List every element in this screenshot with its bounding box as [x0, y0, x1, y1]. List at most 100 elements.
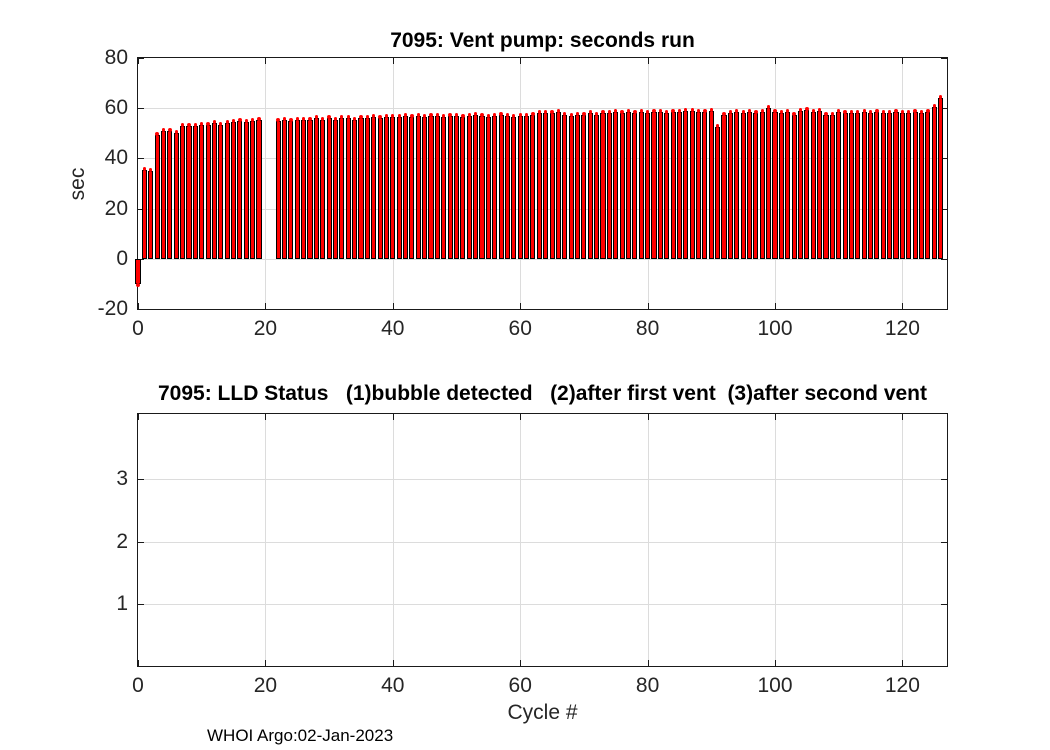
- bar: [275, 120, 281, 259]
- bar: [918, 113, 925, 259]
- bar: [453, 115, 460, 259]
- bar-value-marker: [690, 107, 694, 112]
- bar-value-marker: [531, 111, 535, 116]
- bar: [301, 119, 307, 259]
- bar: [326, 118, 332, 259]
- bar-value-marker: [372, 114, 376, 118]
- x-tick-mark: [138, 303, 139, 309]
- bar: [702, 112, 708, 259]
- vertical-gridline: [392, 414, 394, 666]
- bar: [817, 110, 823, 259]
- bar: [887, 113, 893, 259]
- bar: [772, 112, 778, 259]
- bar: [842, 113, 848, 259]
- bar: [281, 119, 288, 259]
- x-tick-mark-top: [647, 58, 649, 64]
- bar: [231, 122, 237, 259]
- y-tick-mark-right: [941, 479, 947, 481]
- bar: [358, 118, 364, 259]
- bar-value-marker: [824, 111, 828, 116]
- x-tick-label: 120: [884, 674, 920, 697]
- x-tick-label: 40: [381, 317, 405, 340]
- bar: [899, 113, 905, 259]
- vertical-gridline: [520, 414, 522, 666]
- vent-pump-bar-plot: 0 20 40 60 80 100 120 -20 0 20 40 60 80: [98, 47, 948, 340]
- x-tick-label: 80: [635, 317, 660, 340]
- bar-value-marker: [716, 124, 720, 128]
- bar-value-marker: [295, 116, 299, 121]
- bar-value-marker: [817, 107, 822, 112]
- bar-value-marker: [321, 116, 325, 121]
- bar-value-marker: [308, 116, 312, 121]
- y-tick-label: 2: [116, 529, 128, 553]
- bar-value-marker: [410, 114, 414, 118]
- bar-value-marker: [563, 111, 567, 116]
- horizontal-gridline: [138, 479, 947, 481]
- bar: [874, 112, 880, 259]
- y-tick-mark: [138, 258, 144, 260]
- y-tick-mark: [138, 208, 144, 210]
- bar: [645, 113, 651, 259]
- bar-value-marker: [149, 167, 153, 172]
- bar-value-marker: [136, 282, 140, 287]
- bar: [492, 115, 498, 259]
- x-tick-mark: [392, 660, 394, 666]
- bar: [727, 113, 733, 259]
- x-tick-mark-top: [265, 58, 267, 64]
- bar: [581, 114, 587, 259]
- bar: [606, 113, 612, 259]
- bar-value-marker: [728, 110, 733, 115]
- x-tick-mark-top: [775, 58, 776, 64]
- bar-value-marker: [919, 110, 924, 115]
- bar-value-marker: [384, 114, 389, 118]
- bar-value-marker: [206, 121, 210, 126]
- bar: [664, 113, 670, 259]
- bar: [237, 120, 243, 259]
- bar: [250, 120, 256, 259]
- bar: [288, 120, 294, 259]
- bar-value-marker: [837, 109, 841, 113]
- y-tick-label: 3: [116, 467, 128, 491]
- bar-value-marker: [550, 110, 554, 115]
- bar: [141, 169, 147, 259]
- horizontal-gridline: [138, 158, 947, 160]
- x-tick-mark-top: [902, 414, 904, 420]
- bar: [759, 112, 765, 259]
- bar: [848, 113, 854, 259]
- bar-value-marker: [512, 114, 516, 118]
- bar-value-marker: [703, 109, 707, 113]
- x-tick-label: 20: [253, 674, 278, 697]
- bar-value-marker: [480, 112, 484, 117]
- bar-value-marker: [467, 112, 471, 117]
- bar: [734, 112, 740, 259]
- bar-value-marker: [677, 109, 682, 113]
- bar-value-marker: [875, 109, 879, 113]
- x-tick-mark: [265, 303, 267, 309]
- bar-value-marker: [843, 110, 847, 115]
- y-tick-label: 40: [104, 146, 128, 170]
- bar-value-marker: [174, 130, 178, 135]
- bar-value-marker: [187, 122, 191, 127]
- y-tick-mark: [138, 479, 144, 481]
- bar-value-marker: [582, 111, 586, 116]
- bar: [352, 119, 358, 259]
- y-tick-mark-right: [941, 541, 947, 543]
- bar-value-marker: [709, 107, 713, 112]
- bar: [797, 110, 804, 259]
- bar: [562, 114, 568, 259]
- bar-value-marker: [665, 110, 669, 115]
- bar-value-marker: [805, 106, 809, 111]
- bar-value-marker: [499, 111, 503, 116]
- bar-value-marker: [722, 111, 726, 116]
- bar-value-marker: [238, 117, 242, 122]
- bar: [294, 119, 300, 259]
- bar: [320, 119, 326, 259]
- bar: [148, 170, 154, 259]
- y-tick-label: -20: [97, 297, 128, 320]
- bar-value-marker: [601, 110, 605, 115]
- bar: [441, 117, 447, 259]
- bar-value-marker: [486, 114, 491, 118]
- bar-value-marker: [575, 111, 580, 116]
- bar: [218, 124, 224, 259]
